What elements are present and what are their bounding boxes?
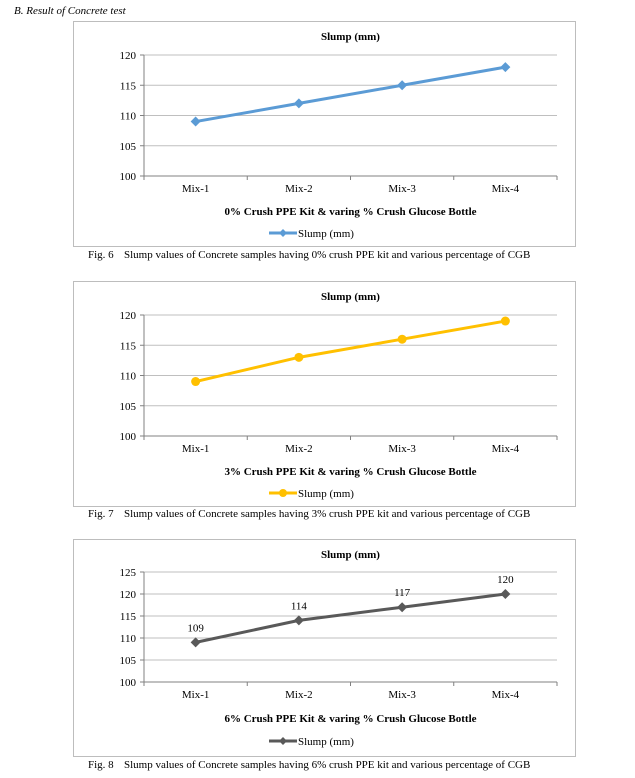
data-point-mix-1	[190, 637, 201, 648]
data-label-mix-1: 109	[187, 622, 204, 634]
y-tick-label-105: 105	[120, 141, 137, 153]
chart-fig7: Slump (mm) 100 105 110 115 120 Mix-1 Mix-2 Mix-3…	[73, 281, 576, 507]
caption-fig7-number: Fig. 7	[88, 508, 114, 520]
y-tick-label-100: 100	[120, 677, 137, 689]
y-tick-label-100: 100	[120, 171, 137, 183]
x-axis-title: 0% Crush PPE Kit & varing % Crush Glucos…	[224, 206, 476, 218]
y-tick-label-115: 115	[120, 340, 137, 352]
caption-fig8-text: Slump values of Concrete samples having …	[124, 759, 531, 771]
y-tick-label-105: 105	[120, 401, 137, 413]
data-label-mix-3: 117	[394, 587, 411, 599]
legend-label: Slump (mm)	[298, 488, 354, 500]
y-tick-label-120: 120	[120, 50, 137, 62]
y-tick-label-115: 115	[120, 80, 137, 92]
series-line	[194, 319, 507, 384]
chart-title: Slump (mm)	[321, 291, 380, 303]
x-tick-label-mix-2: Mix-2	[285, 689, 313, 701]
data-point-mix-4	[500, 316, 510, 326]
x-tick-label-mix-4: Mix-4	[492, 443, 520, 455]
data-point-mix-4	[500, 62, 511, 73]
legend-swatch-marker	[279, 737, 287, 745]
chart-fig8: Slump (mm) 100 105 110 115 120 125 Mix-1 Mix-2 Mi…	[73, 539, 576, 757]
chart-fig7-svg: Slump (mm) 100 105 110 115 120 Mix-1 Mix-2 Mix-3…	[120, 291, 558, 500]
data-point-mix-2	[293, 98, 304, 109]
caption-fig6-text: Slump values of Concrete samples having …	[124, 249, 531, 261]
x-tick-label-mix-3: Mix-3	[388, 183, 416, 195]
y-tick-label-120: 120	[120, 589, 137, 601]
x-tick-label-mix-3: Mix-3	[388, 443, 416, 455]
chart-title: Slump (mm)	[321, 31, 380, 43]
x-tick-label-mix-1: Mix-1	[182, 183, 210, 195]
caption-fig6-number: Fig. 6	[88, 249, 114, 261]
caption-fig8-number: Fig. 8	[88, 759, 114, 771]
data-label-mix-2: 114	[291, 600, 308, 612]
series-line	[194, 592, 507, 644]
x-tick-label-mix-4: Mix-4	[492, 689, 520, 701]
caption-fig8: Fig. 8 Slump values of Concrete samples h…	[88, 759, 530, 771]
legend-swatch-marker	[279, 229, 287, 237]
x-tick-label-mix-2: Mix-2	[285, 183, 313, 195]
y-tick-label-120: 120	[120, 310, 137, 322]
chart-fig6-svg: Slump (mm) 100 105 110 115 120 Mix-1 Mix-2 Mix-3…	[120, 31, 558, 240]
y-tick-label-105: 105	[120, 655, 137, 667]
y-tick-label-100: 100	[120, 431, 137, 443]
data-point-mix-3	[397, 334, 407, 344]
chart-fig8-svg: Slump (mm) 100 105 110 115 120 125 Mix-1 Mix-2 Mi…	[120, 549, 558, 748]
x-tick-label-mix-1: Mix-1	[182, 443, 210, 455]
legend-swatch-marker	[279, 489, 287, 497]
section-heading: B. Result of Concrete test	[14, 5, 126, 17]
caption-fig7-text: Slump values of Concrete samples having …	[124, 508, 531, 520]
data-point-mix-4	[500, 589, 511, 599]
x-axis-title: 6% Crush PPE Kit & varing % Crush Glucos…	[224, 713, 476, 725]
x-tick-label-mix-3: Mix-3	[388, 689, 416, 701]
y-tick-label-125: 125	[120, 567, 137, 579]
data-point-mix-1	[191, 377, 201, 387]
chart-title: Slump (mm)	[321, 549, 380, 561]
data-label-mix-4: 120	[497, 574, 514, 586]
y-tick-label-115: 115	[120, 611, 137, 623]
data-point-mix-2	[293, 615, 304, 626]
series-line	[194, 65, 507, 124]
y-tick-label-110: 110	[120, 371, 137, 383]
data-point-mix-3	[397, 80, 408, 91]
x-tick-label-mix-1: Mix-1	[182, 689, 210, 701]
data-point-mix-3	[397, 602, 408, 613]
x-axis-title: 3% Crush PPE Kit & varing % Crush Glucos…	[224, 466, 476, 478]
caption-fig7: Fig. 7 Slump values of Concrete samples h…	[88, 508, 530, 520]
legend-label: Slump (mm)	[298, 736, 354, 748]
legend-label: Slump (mm)	[298, 228, 354, 240]
y-tick-label-110: 110	[120, 111, 137, 123]
x-tick-label-mix-2: Mix-2	[285, 443, 313, 455]
x-tick-label-mix-4: Mix-4	[492, 183, 520, 195]
chart-fig6: Slump (mm) 100 105 110 115 120 Mix-1 Mix-2 Mix-3…	[73, 21, 576, 247]
data-point-mix-1	[190, 116, 201, 127]
caption-fig6: Fig. 6 Slump values of Concrete samples h…	[88, 249, 530, 261]
data-point-mix-2	[294, 352, 304, 362]
y-tick-label-110: 110	[120, 633, 137, 645]
